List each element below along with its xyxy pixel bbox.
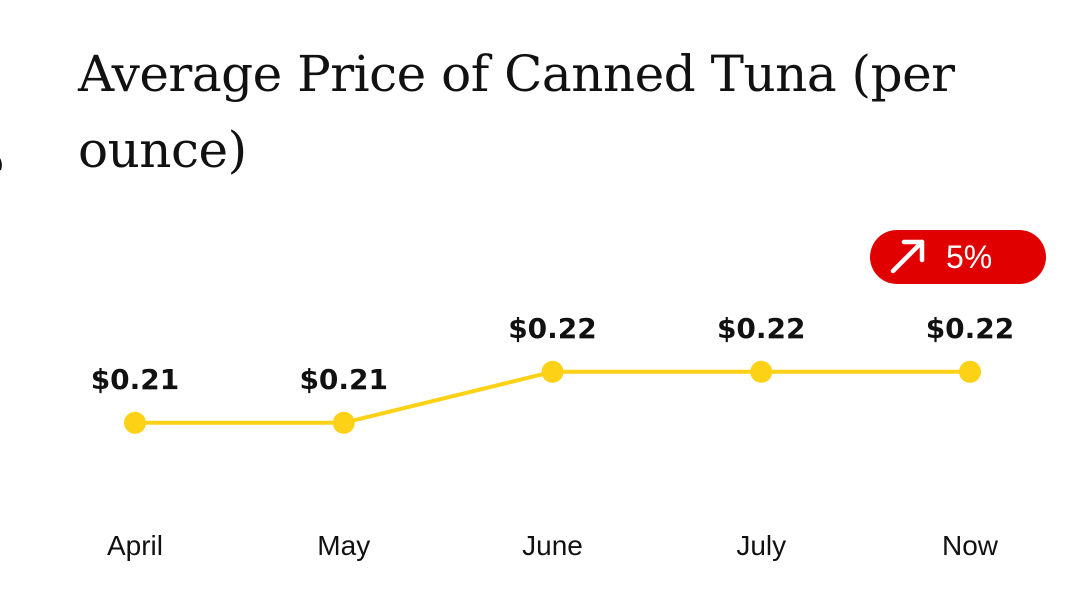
arrow-up-right-icon xyxy=(890,239,925,274)
point-layer xyxy=(124,360,981,434)
x-tick-label: Now xyxy=(942,530,999,561)
data-point xyxy=(124,411,146,434)
data-label: $0.22 xyxy=(717,312,806,345)
chart-title: Average Price of Canned Tuna (per ounce) xyxy=(78,45,955,179)
data-point xyxy=(541,360,564,383)
x-axis: April May June July Now xyxy=(107,530,999,561)
x-tick-label: April xyxy=(107,530,163,561)
data-label: $0.22 xyxy=(926,312,1015,345)
data-label: $0.21 xyxy=(299,363,388,396)
data-point xyxy=(750,360,773,383)
x-tick-label: May xyxy=(317,530,370,561)
data-label: $0.21 xyxy=(91,363,180,396)
label-layer: $0.21 $0.21 $0.22 $0.22 $0.22 xyxy=(91,312,1015,396)
x-tick-label: July xyxy=(736,530,786,561)
change-badge: 5% xyxy=(870,230,1046,284)
change-badge-text: 5% xyxy=(946,239,992,275)
data-point xyxy=(959,360,981,383)
edge-decoration xyxy=(0,158,2,171)
data-point xyxy=(332,411,355,434)
data-label: $0.22 xyxy=(508,312,597,345)
x-tick-label: June xyxy=(522,530,583,561)
